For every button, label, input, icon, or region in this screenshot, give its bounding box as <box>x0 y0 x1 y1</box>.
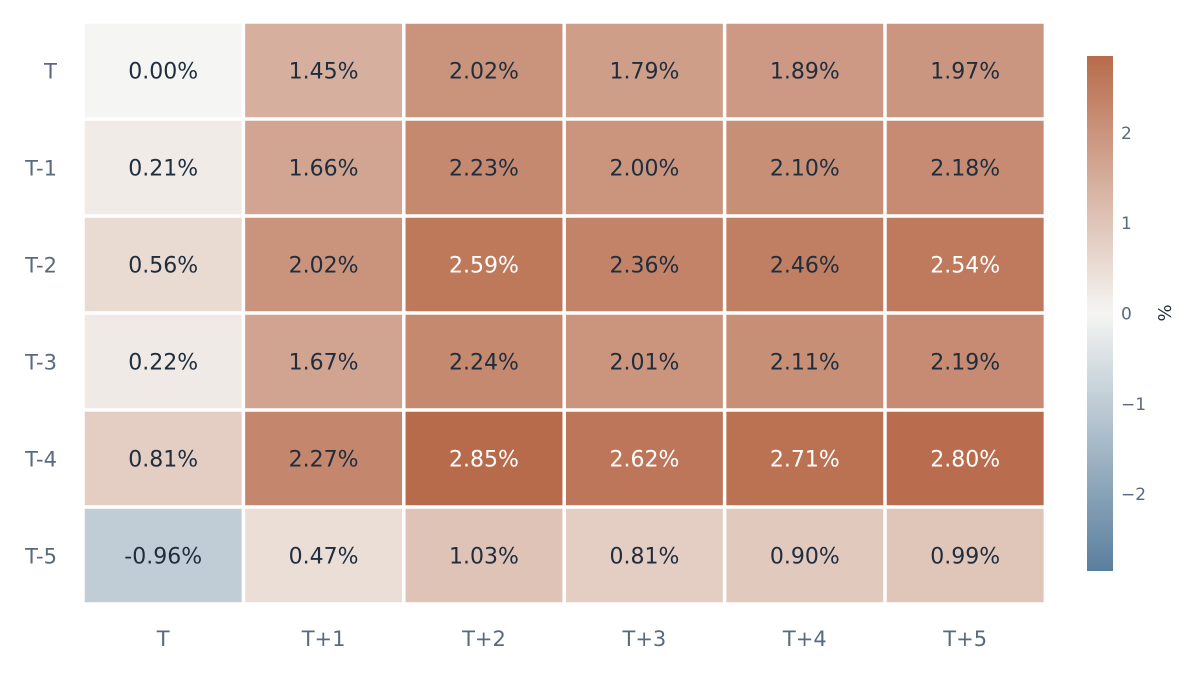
cell-value-label: 1.97% <box>930 60 1000 85</box>
cell-value-label: 2.80% <box>930 448 1000 473</box>
heatmap-cell <box>726 508 884 603</box>
heatmap-cell <box>565 411 723 506</box>
heatmap-cell <box>245 120 403 215</box>
x-tick-label: T+4 <box>782 627 827 651</box>
heatmap-cell <box>84 217 242 312</box>
cell-value-label: 2.19% <box>930 351 1000 376</box>
y-tick-label: T-4 <box>24 448 57 472</box>
cell-value-label: 0.81% <box>609 545 679 570</box>
y-tick-label: T-2 <box>24 254 57 278</box>
cell-value-label: 1.89% <box>770 60 840 85</box>
cell-value-label: 2.10% <box>770 157 840 182</box>
heatmap-cell <box>726 314 884 409</box>
colorbar: 2 1 0 −1 −2 % <box>1087 56 1176 571</box>
heatmap-cell <box>245 508 403 603</box>
cell-value-label: 2.54% <box>930 254 1000 279</box>
heatmap-cell <box>886 314 1044 409</box>
heatmap-cell <box>886 23 1044 118</box>
cell-value-label: 0.00% <box>128 60 198 85</box>
heatmap-cell <box>886 411 1044 506</box>
x-tick-label: T+3 <box>622 627 667 651</box>
cell-value-label: 1.79% <box>609 60 679 85</box>
y-axis-ticks: T T-1 T-2 T-3 T-4 T-5 <box>24 60 57 569</box>
heatmap-cell <box>726 120 884 215</box>
heatmap-cell <box>245 314 403 409</box>
x-axis-ticks: T T+1 T+2 T+3 T+4 T+5 <box>156 627 987 651</box>
cell-value-label: 2.11% <box>770 351 840 376</box>
heatmap-cell <box>565 314 723 409</box>
x-tick-label: T+1 <box>301 627 346 651</box>
cell-value-label: 2.01% <box>609 351 679 376</box>
cell-value-label: 0.99% <box>930 545 1000 570</box>
heatmap-cell <box>405 508 563 603</box>
heatmap-cell <box>405 217 563 312</box>
cell-value-label: 1.03% <box>449 545 519 570</box>
y-tick-label: T-5 <box>24 545 57 569</box>
heatmap-cell <box>405 23 563 118</box>
cell-value-label: 2.36% <box>609 254 679 279</box>
cell-value-label: 2.85% <box>449 448 519 473</box>
cell-value-label: 2.24% <box>449 351 519 376</box>
y-tick-label: T <box>43 60 57 84</box>
cell-value-label: 0.47% <box>289 545 359 570</box>
cell-value-label: -0.96% <box>124 545 202 570</box>
cell-value-label: 0.56% <box>128 254 198 279</box>
cell-value-label: 2.00% <box>609 157 679 182</box>
colorbar-gradient <box>1087 56 1113 571</box>
cell-value-label: 1.67% <box>289 351 359 376</box>
heatmap-cells: 0.00% 1.45% 2.02% 1.79% 1.89% 1.97% 0.21% 1.66%… <box>84 23 1044 603</box>
cell-value-label: 2.59% <box>449 254 519 279</box>
colorbar-tick-label: −2 <box>1121 485 1146 505</box>
cell-value-label: 0.90% <box>770 545 840 570</box>
heatmap-cell <box>565 120 723 215</box>
heatmap-cell <box>565 23 723 118</box>
cell-value-label: 2.71% <box>770 448 840 473</box>
cell-value-label: 2.23% <box>449 157 519 182</box>
cell-value-label: 2.62% <box>609 448 679 473</box>
cell-value-label: 1.45% <box>289 60 359 85</box>
x-tick-label: T+5 <box>942 627 987 651</box>
colorbar-title: % <box>1155 304 1176 321</box>
y-tick-label: T-1 <box>24 157 57 181</box>
cell-value-label: 2.27% <box>289 448 359 473</box>
cell-value-label: 0.21% <box>128 157 198 182</box>
colorbar-tick-label: 0 <box>1121 305 1132 325</box>
heatmap-cell <box>405 314 563 409</box>
cell-value-label: 2.46% <box>770 254 840 279</box>
heatmap-cell <box>726 217 884 312</box>
cell-value-label: 0.81% <box>128 448 198 473</box>
heatmap-cell <box>565 217 723 312</box>
heatmap-cell <box>84 411 242 506</box>
heatmap-cell <box>886 217 1044 312</box>
y-tick-label: T-3 <box>24 351 57 375</box>
heatmap-cell <box>245 217 403 312</box>
heatmap-cell <box>405 120 563 215</box>
heatmap-cell <box>886 508 1044 603</box>
heatmap-cell <box>726 411 884 506</box>
heatmap-cell <box>726 23 884 118</box>
heatmap-cell <box>245 411 403 506</box>
cell-value-label: 2.18% <box>930 157 1000 182</box>
colorbar-tick-label: −1 <box>1121 395 1146 415</box>
colorbar-tick-label: 1 <box>1121 214 1132 234</box>
heatmap-cell <box>84 314 242 409</box>
colorbar-tick-label: 2 <box>1121 124 1132 144</box>
colorbar-ticks: 2 1 0 −1 −2 <box>1121 124 1146 505</box>
heatmap-cell <box>245 23 403 118</box>
cell-value-label: 0.22% <box>128 351 198 376</box>
cell-value-label: 2.02% <box>449 60 519 85</box>
x-tick-label: T <box>156 627 170 651</box>
heatmap-cell <box>565 508 723 603</box>
x-tick-label: T+2 <box>461 627 506 651</box>
heatmap-cell <box>886 120 1044 215</box>
heatmap-cell <box>84 508 242 603</box>
cell-value-label: 1.66% <box>289 157 359 182</box>
cell-value-label: 2.02% <box>289 254 359 279</box>
heatmap-cell <box>84 120 242 215</box>
heatmap-cell <box>84 23 242 118</box>
heatmap-cell <box>405 411 563 506</box>
